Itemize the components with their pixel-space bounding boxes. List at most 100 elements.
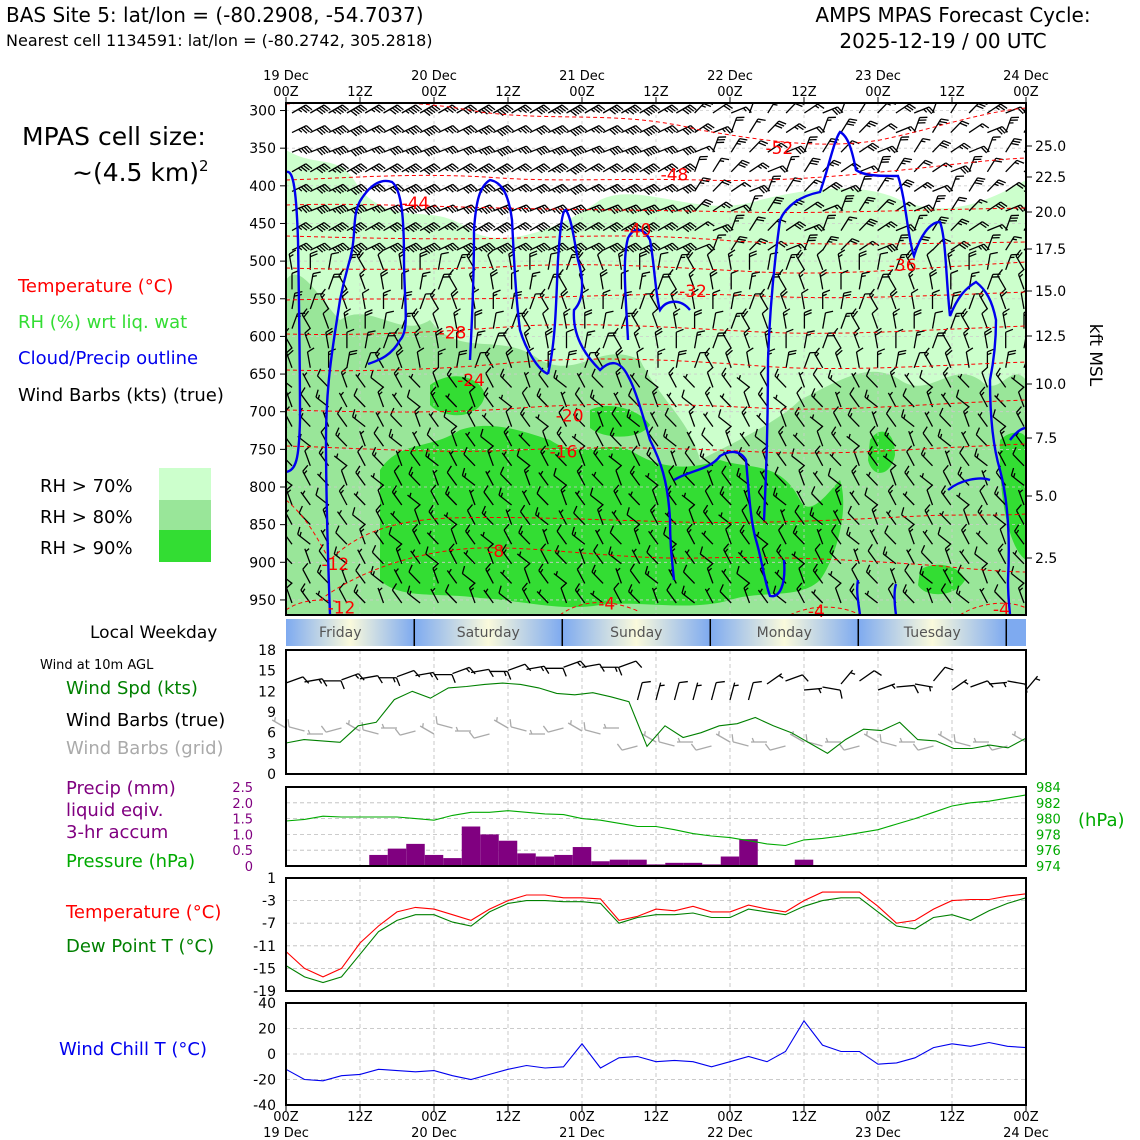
upper-wind-barb — [432, 307, 440, 329]
upper-wind-barb — [798, 464, 806, 486]
upper-wind-barb — [383, 125, 405, 136]
upper-wind-barb — [913, 181, 935, 192]
upper-wind-barb — [558, 509, 568, 525]
upper-wind-barb — [501, 451, 513, 467]
upper-wind-barb — [657, 183, 679, 193]
upper-wind-barb — [937, 526, 952, 545]
upper-wind-barb — [346, 125, 368, 137]
pressure-tick-label: 300 — [249, 104, 276, 120]
true-wind-barb — [803, 687, 822, 694]
upper-wind-barb — [302, 372, 311, 388]
upper-wind-barb — [492, 104, 514, 117]
upper-wind-barb — [594, 347, 604, 369]
upper-wind-barb — [646, 446, 659, 467]
top-time-label: 00Z — [717, 85, 743, 100]
upper-wind-barb — [286, 347, 294, 369]
precip-bar — [424, 854, 444, 866]
upper-wind-barb — [986, 234, 1001, 251]
axis-tick-label: -15 — [253, 961, 276, 977]
upper-wind-barb — [889, 366, 897, 388]
precip-bar — [406, 843, 425, 866]
axis-tick-label: 974 — [1036, 860, 1061, 875]
upper-wind-barb — [869, 425, 879, 447]
upper-wind-barb — [429, 288, 439, 310]
upper-wind-barb — [702, 504, 714, 525]
upper-wind-barb — [463, 446, 476, 467]
upper-wind-barb — [426, 427, 439, 447]
upper-wind-barb — [950, 218, 970, 232]
forecast-cycle-date: 2025-12-19 / 00 UTC — [839, 29, 1046, 53]
upper-wind-barb — [1014, 524, 1025, 545]
upper-wind-barb — [814, 347, 824, 369]
upper-wind-barb — [505, 508, 513, 525]
upper-wind-barb — [767, 142, 788, 153]
upper-wind-barb — [1015, 249, 1025, 271]
upper-wind-barb — [1023, 103, 1026, 114]
temp-contour--36 — [286, 261, 1026, 274]
upper-wind-barb — [920, 446, 933, 467]
axis-tick-label: 0 — [267, 767, 276, 783]
upper-wind-barb — [529, 204, 551, 215]
grid-wind-barb — [863, 731, 879, 743]
upper-wind-barb — [712, 234, 727, 251]
upper-wind-barb — [816, 249, 824, 271]
upper-wind-barb — [691, 288, 699, 310]
upper-wind-barb — [811, 589, 824, 604]
upper-wind-barb — [983, 327, 993, 349]
upper-wind-barb — [730, 181, 752, 192]
upper-wind-barb — [832, 406, 842, 427]
upper-wind-barb — [395, 450, 403, 467]
upper-wind-barb — [853, 548, 860, 565]
upper-wind-barb — [573, 505, 586, 526]
height-axis-title: kft MSL — [1085, 324, 1105, 387]
upper-wind-barb — [556, 426, 568, 447]
upper-wind-barb — [877, 221, 898, 232]
upper-wind-barb — [529, 104, 551, 115]
grid-wind-barb — [468, 731, 490, 739]
cloud-outline-6 — [673, 450, 786, 598]
upper-wind-barb — [676, 242, 697, 253]
upper-wind-barb — [725, 347, 733, 369]
temp-contour-label: -4 — [598, 595, 615, 615]
grid-wind-barb — [287, 719, 305, 732]
temp-contour-label: -28 — [439, 324, 467, 344]
upper-wind-barb — [453, 308, 461, 329]
upper-wind-barb — [591, 564, 604, 584]
upper-wind-barb — [560, 391, 568, 408]
upper-wind-barb — [699, 546, 714, 565]
true-wind-barb — [545, 667, 567, 677]
upper-wind-barb — [346, 183, 368, 196]
upper-wind-barb — [672, 308, 681, 329]
pressure-tick-label: 550 — [249, 292, 276, 308]
upper-wind-barb — [922, 529, 934, 545]
upper-wind-barb — [461, 375, 476, 388]
upper-wind-barb — [578, 548, 586, 565]
axis-tick-label: 2.5 — [232, 781, 253, 796]
upper-wind-barb — [627, 388, 641, 408]
upper-wind-barb — [810, 388, 824, 408]
upper-wind-barb — [977, 504, 988, 525]
temperature-line — [285, 891, 1027, 978]
bottom-time-label: 12Z — [939, 1110, 965, 1125]
precip-bar — [794, 859, 814, 866]
upper-wind-barb — [675, 222, 697, 233]
upper-wind-barb — [505, 347, 514, 369]
upper-wind-barb — [944, 450, 952, 467]
upper-wind-barb — [809, 507, 824, 526]
upper-wind-barb — [391, 392, 403, 408]
upper-wind-barb — [584, 145, 606, 155]
upper-wind-barb — [767, 196, 785, 212]
true-wind-barb — [526, 665, 550, 674]
true-wind-barb — [489, 670, 512, 680]
upper-wind-barb — [393, 464, 403, 486]
height-tick-label: 7.5 — [1035, 431, 1057, 447]
upper-wind-barb — [657, 163, 679, 173]
upper-wind-barb — [547, 104, 569, 115]
upper-wind-barb — [608, 453, 622, 467]
upper-wind-barb — [419, 250, 428, 270]
temp-contour--12-b — [286, 599, 341, 611]
cloud-outline-5 — [623, 228, 691, 341]
upper-wind-barb — [609, 427, 622, 447]
upper-wind-barb — [639, 125, 661, 137]
pressure-tick-label: 400 — [249, 179, 276, 195]
